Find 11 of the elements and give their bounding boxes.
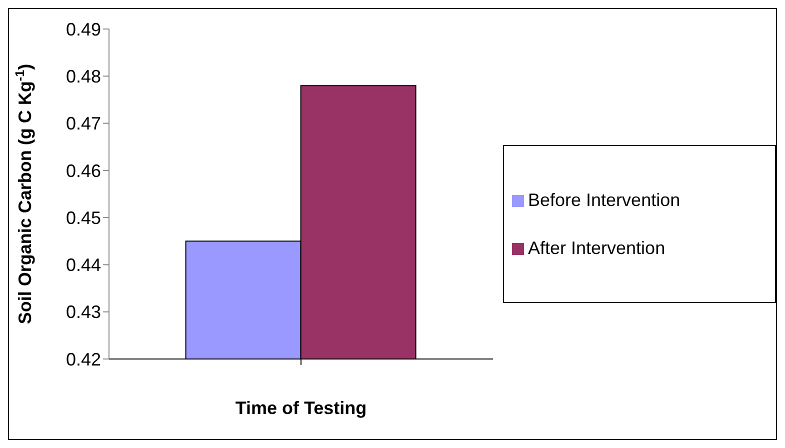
legend-label: Before Intervention [528, 190, 680, 210]
legend-label: After Intervention [528, 238, 666, 258]
y-tick-label: 0.42 [66, 349, 101, 370]
y-tick-label: 0.44 [66, 255, 101, 276]
y-tick-label: 0.45 [66, 208, 101, 228]
y-tick-label: 0.43 [66, 302, 101, 322]
y-tick-label: 0.49 [66, 19, 101, 40]
x-axis-title: Time of Testing [235, 398, 367, 418]
y-tick-label: 0.48 [66, 66, 101, 87]
y-tick-label: 0.47 [66, 114, 101, 134]
y-tick-label: 0.46 [66, 160, 101, 181]
